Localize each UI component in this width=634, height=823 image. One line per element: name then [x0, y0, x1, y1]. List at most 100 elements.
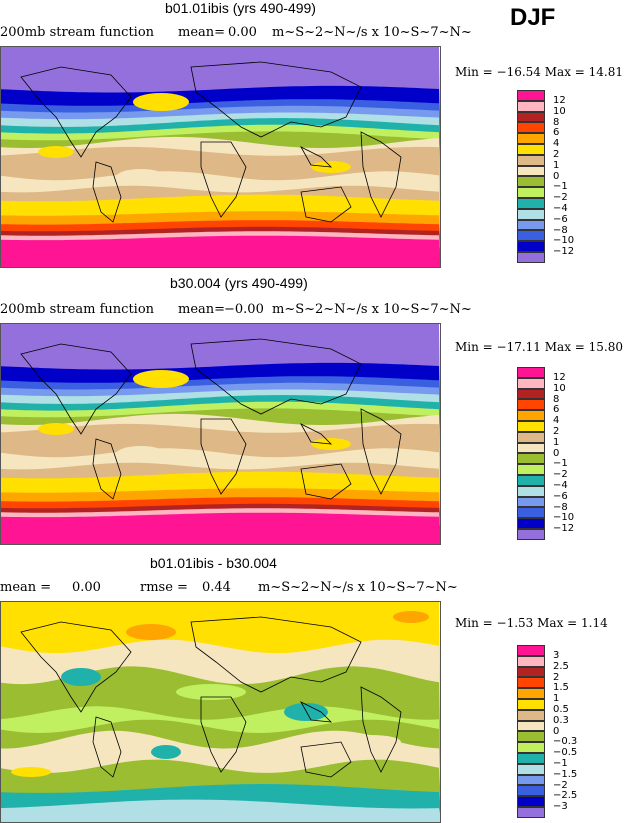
- coastline: [300, 186, 352, 223]
- colorbar-tick-label: 2.5: [553, 660, 569, 672]
- colorbar-swatch: [517, 496, 545, 508]
- colorbar-swatch: [517, 154, 545, 166]
- colorbar-swatch: [517, 806, 545, 818]
- coastline: [20, 621, 132, 713]
- coastline: [20, 343, 132, 435]
- colorbar-tick-label: 1: [553, 436, 560, 448]
- colorbar-swatch: [517, 399, 545, 411]
- colorbar-tick-label: −8: [553, 224, 568, 236]
- colorbar-tick-label: −1.5: [553, 768, 578, 780]
- colorbar-tick-label: −12: [553, 246, 575, 258]
- colorbar-tick-label: −1: [553, 181, 568, 193]
- colorbar-tick-label: −4: [553, 480, 568, 491]
- colorbar-swatch: [517, 176, 545, 188]
- colorbar-tick-label: −2.5: [553, 790, 578, 802]
- colorbar-swatch: [517, 763, 545, 775]
- colorbar-swatch: [517, 133, 545, 144]
- coastline: [92, 716, 122, 778]
- colorbar-swatch: [517, 666, 545, 678]
- colorbar-swatch: [517, 752, 545, 764]
- colorbar-tick-label: 8: [553, 116, 560, 128]
- panel3-map: [0, 601, 441, 823]
- panel1-mean-label: mean=: [178, 25, 226, 40]
- colorbar-swatch: [517, 720, 545, 732]
- contour-patch: [38, 146, 74, 158]
- colorbar-tick-label: −6: [553, 213, 568, 225]
- colorbar-tick-label: −1: [553, 458, 568, 470]
- colorbar-tick-label: −2: [553, 779, 568, 791]
- colorbar-tick-label: 4: [553, 138, 560, 150]
- colorbar-swatch: [517, 208, 545, 220]
- colorbar-swatch: [517, 453, 545, 465]
- colorbar-swatch: [517, 485, 545, 497]
- colorbar-swatch: [517, 507, 545, 519]
- contour-patch: [116, 446, 166, 462]
- colorbar-tick-label: −10: [553, 235, 575, 247]
- panel2-min-max: Min = −17.11 Max = 15.80: [455, 340, 624, 354]
- colorbar-tick-label: −10: [553, 512, 575, 524]
- contour-band: [1, 799, 440, 822]
- coastline: [190, 61, 362, 138]
- colorbar-swatch: [517, 420, 545, 432]
- colorbar-swatch: [517, 90, 545, 101]
- coastline: [92, 161, 122, 223]
- colorbar-swatch: [517, 377, 545, 389]
- colorbar-swatch: [517, 241, 545, 252]
- coastline: [92, 438, 122, 500]
- coastline: [360, 408, 402, 495]
- panel2-mean-label: mean=: [178, 302, 226, 317]
- panel3-min-max: Min = −1.53 Max = 1.14: [455, 616, 608, 630]
- colorbar-tick-label: 2: [553, 426, 560, 437]
- contour-patch: [38, 423, 74, 435]
- contour-patch: [176, 684, 246, 700]
- colorbar-swatch: [517, 698, 545, 710]
- contour-patch: [61, 668, 101, 686]
- panel2-variable: 200mb stream function: [0, 302, 155, 317]
- colorbar-tick-label: −6: [553, 490, 568, 502]
- coastline: [300, 741, 352, 778]
- coastline: [360, 131, 402, 218]
- colorbar-tick-label: −2: [553, 469, 568, 481]
- colorbar-swatch: [517, 251, 545, 263]
- colorbar-tick-label: 1: [553, 159, 560, 171]
- coastline: [200, 141, 247, 218]
- colorbar-swatch: [517, 677, 545, 689]
- colorbar-tick-label: 0.3: [553, 714, 569, 726]
- colorbar-tick-label: 0: [553, 447, 560, 459]
- coastline: [20, 66, 132, 158]
- colorbar-swatch: [517, 197, 545, 209]
- colorbar-tick-label: −1: [553, 758, 568, 769]
- colorbar-swatch: [517, 688, 545, 699]
- colorbar-tick-label: 1: [553, 693, 560, 705]
- contour-patch: [126, 624, 176, 640]
- coastline: [360, 686, 402, 773]
- panel3-colorbar: [517, 645, 545, 818]
- colorbar-swatch: [517, 111, 545, 123]
- colorbar-swatch: [517, 742, 545, 753]
- contour-band: [1, 235, 440, 267]
- colorbar-swatch: [517, 122, 545, 134]
- coastline: [300, 423, 333, 445]
- colorbar-tick-label: 0: [553, 170, 560, 182]
- contour-patch: [116, 169, 166, 185]
- colorbar-tick-label: −3: [553, 801, 568, 813]
- colorbar-swatch: [517, 518, 545, 529]
- colorbar-swatch: [517, 165, 545, 177]
- contour-patch: [284, 703, 328, 721]
- colorbar-swatch: [517, 187, 545, 198]
- panel3-rmse-label: rmse =: [140, 580, 188, 595]
- colorbar-swatch: [517, 731, 545, 743]
- season-label: DJF: [510, 4, 556, 31]
- colorbar-swatch: [517, 219, 545, 231]
- colorbar-tick-label: 2: [553, 671, 560, 683]
- panel1-map: [0, 46, 441, 268]
- panel1-min-max: Min = −16.54 Max = 14.81: [455, 65, 624, 79]
- colorbar-tick-label: 10: [553, 105, 566, 117]
- colorbar-swatch: [517, 709, 545, 721]
- colorbar-tick-label: −2: [553, 192, 568, 204]
- colorbar-tick-label: 12: [553, 372, 566, 383]
- colorbar-tick-label: 2: [553, 149, 560, 160]
- colorbar-swatch: [517, 785, 545, 797]
- colorbar-tick-label: 3: [553, 650, 560, 661]
- coastline: [200, 696, 247, 773]
